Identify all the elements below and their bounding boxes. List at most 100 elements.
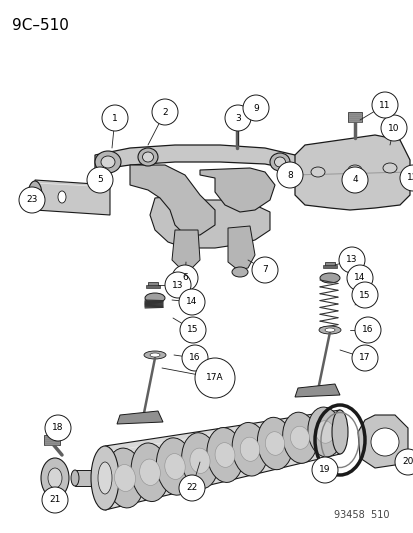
Text: 9: 9 xyxy=(252,103,258,112)
Ellipse shape xyxy=(231,267,247,277)
Ellipse shape xyxy=(142,152,153,162)
Bar xyxy=(44,435,60,445)
Text: 4: 4 xyxy=(351,175,357,184)
Text: 15: 15 xyxy=(358,290,370,300)
Text: 20: 20 xyxy=(401,457,413,466)
Ellipse shape xyxy=(318,326,340,334)
Circle shape xyxy=(341,167,367,193)
Ellipse shape xyxy=(114,465,135,491)
Ellipse shape xyxy=(232,423,267,476)
Ellipse shape xyxy=(315,421,334,443)
Circle shape xyxy=(102,105,128,131)
Circle shape xyxy=(87,167,113,193)
Text: 13: 13 xyxy=(172,280,183,289)
Ellipse shape xyxy=(310,167,324,177)
Text: 15: 15 xyxy=(187,326,198,335)
Ellipse shape xyxy=(307,407,341,457)
Text: 17A: 17A xyxy=(206,374,223,383)
Polygon shape xyxy=(294,135,409,210)
Ellipse shape xyxy=(95,151,121,173)
Text: 5: 5 xyxy=(97,175,102,184)
Circle shape xyxy=(182,345,207,371)
Ellipse shape xyxy=(91,446,119,510)
Circle shape xyxy=(371,92,397,118)
Circle shape xyxy=(180,317,206,343)
Text: 9C–510: 9C–510 xyxy=(12,18,69,33)
Text: 14: 14 xyxy=(354,273,365,282)
Ellipse shape xyxy=(206,427,242,482)
Circle shape xyxy=(311,457,337,483)
Polygon shape xyxy=(130,165,214,235)
Ellipse shape xyxy=(101,156,115,168)
Text: 16: 16 xyxy=(189,353,200,362)
Ellipse shape xyxy=(282,412,317,463)
Ellipse shape xyxy=(41,458,69,498)
Ellipse shape xyxy=(257,417,292,470)
Circle shape xyxy=(338,247,364,273)
Circle shape xyxy=(178,475,204,501)
Ellipse shape xyxy=(145,293,165,303)
Ellipse shape xyxy=(324,328,334,332)
Polygon shape xyxy=(117,411,163,424)
Text: 19: 19 xyxy=(318,465,330,474)
Circle shape xyxy=(370,428,398,456)
Ellipse shape xyxy=(58,191,66,203)
Polygon shape xyxy=(105,410,339,510)
Circle shape xyxy=(195,358,235,398)
Text: 13: 13 xyxy=(345,255,357,264)
Ellipse shape xyxy=(156,438,193,495)
Ellipse shape xyxy=(138,148,158,166)
Ellipse shape xyxy=(164,454,185,479)
Ellipse shape xyxy=(28,181,42,209)
Ellipse shape xyxy=(347,165,361,175)
Text: 21: 21 xyxy=(49,496,61,505)
Ellipse shape xyxy=(240,437,259,462)
Circle shape xyxy=(346,265,372,291)
Ellipse shape xyxy=(331,410,347,454)
Circle shape xyxy=(171,265,197,291)
Ellipse shape xyxy=(106,448,144,508)
Polygon shape xyxy=(35,180,110,215)
Bar xyxy=(322,265,336,268)
Circle shape xyxy=(351,282,377,308)
Text: 23: 23 xyxy=(26,196,38,205)
Text: 10: 10 xyxy=(387,124,399,133)
Polygon shape xyxy=(171,230,199,270)
Circle shape xyxy=(165,272,190,298)
Text: 18: 18 xyxy=(52,424,64,432)
Bar xyxy=(347,112,361,122)
Circle shape xyxy=(242,95,268,121)
Text: 7: 7 xyxy=(261,265,267,274)
Ellipse shape xyxy=(290,426,309,449)
Bar xyxy=(230,110,243,120)
Circle shape xyxy=(152,99,178,125)
Text: 93458  510: 93458 510 xyxy=(334,510,389,520)
Text: 1: 1 xyxy=(112,114,118,123)
Circle shape xyxy=(178,289,204,315)
Ellipse shape xyxy=(265,432,284,455)
Ellipse shape xyxy=(269,153,289,171)
Ellipse shape xyxy=(98,462,112,494)
Ellipse shape xyxy=(382,163,396,173)
Circle shape xyxy=(394,449,413,475)
Polygon shape xyxy=(95,145,374,172)
Text: 8: 8 xyxy=(287,171,292,180)
Polygon shape xyxy=(228,226,254,270)
Polygon shape xyxy=(294,384,339,397)
Polygon shape xyxy=(357,415,407,468)
Text: 16: 16 xyxy=(361,326,373,335)
Bar xyxy=(146,285,159,288)
Circle shape xyxy=(408,171,413,179)
Text: 11: 11 xyxy=(378,101,390,109)
Ellipse shape xyxy=(214,442,234,467)
Bar xyxy=(324,262,334,267)
Ellipse shape xyxy=(48,468,62,488)
Circle shape xyxy=(276,162,302,188)
Text: 6: 6 xyxy=(182,273,188,282)
Ellipse shape xyxy=(71,470,79,486)
Circle shape xyxy=(19,187,45,213)
Polygon shape xyxy=(75,470,105,486)
Ellipse shape xyxy=(31,188,38,202)
Ellipse shape xyxy=(319,273,339,283)
Ellipse shape xyxy=(274,157,285,167)
